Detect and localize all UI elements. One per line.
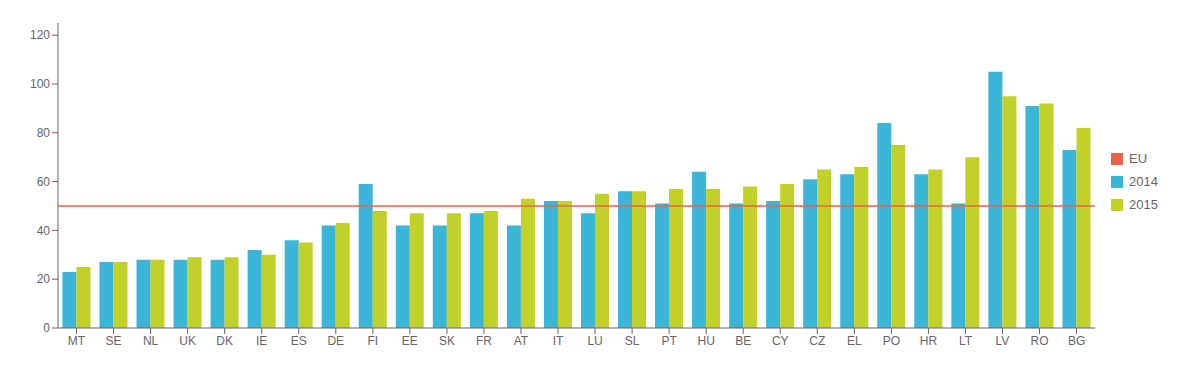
svg-text:EE: EE xyxy=(402,334,418,348)
svg-text:SE: SE xyxy=(106,334,122,348)
svg-text:RO: RO xyxy=(1031,334,1049,348)
svg-text:HR: HR xyxy=(920,334,938,348)
svg-text:ES: ES xyxy=(291,334,307,348)
svg-text:PT: PT xyxy=(661,334,677,348)
svg-text:DK: DK xyxy=(216,334,233,348)
svg-text:BE: BE xyxy=(735,334,751,348)
svg-text:BG: BG xyxy=(1068,334,1085,348)
svg-text:AT: AT xyxy=(514,334,529,348)
svg-text:CZ: CZ xyxy=(809,334,825,348)
svg-text:SK: SK xyxy=(439,334,455,348)
svg-text:100: 100 xyxy=(30,77,50,91)
svg-text:LU: LU xyxy=(587,334,602,348)
svg-text:LT: LT xyxy=(959,334,973,348)
svg-text:0: 0 xyxy=(43,321,50,335)
svg-text:FI: FI xyxy=(367,334,378,348)
svg-text:FR: FR xyxy=(476,334,492,348)
svg-text:DE: DE xyxy=(327,334,344,348)
svg-text:HU: HU xyxy=(698,334,715,348)
svg-text:LV: LV xyxy=(996,334,1010,348)
html-text:EU: EU xyxy=(1129,151,1148,166)
svg-text:UK: UK xyxy=(179,334,196,348)
svg-text:IE: IE xyxy=(256,334,267,348)
svg-text:120: 120 xyxy=(30,28,50,42)
svg-text:NL: NL xyxy=(143,334,159,348)
svg-text:60: 60 xyxy=(37,175,51,189)
svg-text:IT: IT xyxy=(553,334,564,348)
svg-text:MT: MT xyxy=(68,334,86,348)
svg-text:SL: SL xyxy=(625,334,640,348)
svg-text:CY: CY xyxy=(772,334,789,348)
html-text:2015: 2015 xyxy=(1129,197,1158,212)
svg-text:PO: PO xyxy=(883,334,900,348)
svg-text:40: 40 xyxy=(37,224,51,238)
html-text:2014: 2014 xyxy=(1129,174,1158,189)
svg-text:EL: EL xyxy=(847,334,862,348)
svg-text:20: 20 xyxy=(37,272,51,286)
svg-text:80: 80 xyxy=(37,126,51,140)
